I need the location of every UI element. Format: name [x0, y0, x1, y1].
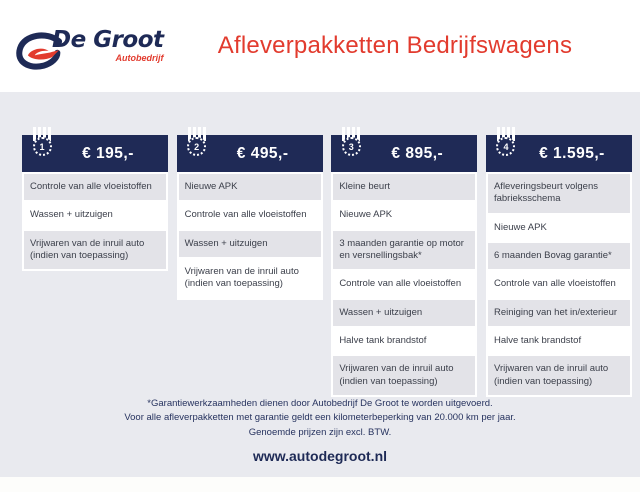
medal-icon: 2 [186, 127, 208, 169]
brand-text: De Groot Autobedrijf [52, 29, 164, 63]
package-item: Kleine beurt [333, 174, 476, 201]
package-item: Controle van alle vloeistoffen [487, 271, 630, 298]
package-item: Vrijwaren van de inruil auto (indien van… [24, 230, 166, 270]
package-item: Vrijwaren van de inruil auto (indien van… [178, 259, 321, 298]
package-item: Halve tank brandstof [333, 328, 476, 355]
website-link[interactable]: www.autodegroot.nl [252, 447, 388, 464]
package-price: € 895,- [391, 144, 444, 162]
footnote-line: *Garantiewerkzaamheden dienen door Autob… [147, 398, 493, 410]
package-item: Nieuwe APK [333, 202, 476, 229]
package-column: 2 € 495,- Nieuwe APK Controle van alle vl… [176, 127, 323, 397]
package-header: 3 € 895,- [331, 127, 478, 172]
footnote-line: Genoemde prijzen zijn excl. BTW. [248, 426, 392, 438]
package-items: Nieuwe APK Controle van alle vloeistoffen… [176, 172, 323, 300]
package-item: Vrijwaren van de inruil auto (indien van… [333, 356, 476, 396]
package-price: € 1.595,- [539, 144, 605, 162]
package-item: Halve tank brandstof [487, 328, 630, 355]
medal-ribbon-icon [342, 127, 361, 143]
package-item: Controle van alle vloeistoffen [178, 202, 321, 229]
package-items: Kleine beurt Nieuwe APK 3 maanden garantie… [331, 172, 478, 398]
package-price: € 495,- [236, 144, 289, 162]
medal-icon: 1 [31, 127, 53, 169]
flyer-page: De Groot Autobedrijf Afleverpakketten Be… [0, 0, 640, 477]
top-header: De Groot Autobedrijf Afleverpakketten Be… [0, 0, 640, 92]
package-item: Nieuwe APK [487, 214, 630, 242]
package-rank: 4 [496, 137, 516, 156]
package-item: Wassen + uitzuigen [333, 299, 476, 327]
package-item: Controle van alle vloeistoffen [333, 271, 476, 298]
medal-ribbon-icon [187, 127, 206, 143]
package-rank: 2 [187, 137, 207, 156]
brand-logo: De Groot Autobedrijf [14, 19, 174, 73]
package-header: 4 € 1.595,- [485, 127, 632, 172]
package-column: 1 € 195,- Controle van alle vloeistoffen… [22, 127, 168, 397]
medal-icon: 4 [495, 127, 517, 169]
content-area: 1 € 195,- Controle van alle vloeistoffen… [0, 92, 640, 477]
page-title: Afleverpakketten Bedrijfswagens [217, 32, 573, 59]
package-header: 1 € 195,- [22, 127, 168, 172]
medal-ribbon-icon [496, 127, 515, 143]
package-item: Afleveringsbeurt volgens fabrieksschema [487, 174, 630, 213]
package-column: 4 € 1.595,- Afleveringsbeurt volgens fab… [485, 127, 632, 398]
package-header: 2 € 495,- [176, 127, 323, 172]
brand-name: De Groot [52, 27, 164, 53]
medal-ribbon-icon [33, 127, 51, 143]
package-column: 3 € 895,- Kleine beurt Nieuwe APK 3 maande… [331, 127, 478, 398]
package-rank: 1 [32, 137, 52, 156]
packages-row: 1 € 195,- Controle van alle vloeistoffen… [0, 92, 640, 398]
footnotes: *Garantiewerkzaamheden dienen door Autob… [0, 397, 640, 448]
package-item: Wassen + uitzuigen [24, 202, 166, 229]
bottom-strip [0, 476, 640, 492]
package-item: Vrijwaren van de inruil auto (indien van… [487, 356, 630, 396]
brand-swoosh-icon [16, 32, 63, 70]
package-item: Controle van alle vloeistoffen [24, 174, 166, 201]
package-item: Reiniging van het in/exterieur [487, 299, 630, 327]
medal-icon: 3 [340, 127, 362, 169]
package-item: Wassen + uitzuigen [178, 230, 321, 258]
package-item: Nieuwe APK [178, 174, 321, 201]
package-items: Controle van alle vloeistoffen Wassen + u… [22, 172, 168, 272]
brand-subtitle: Autobedrijf [115, 53, 164, 63]
package-price: € 195,- [82, 144, 134, 162]
package-item: 6 maanden Bovag garantie* [487, 243, 630, 270]
package-rank: 3 [341, 137, 361, 156]
package-items: Afleveringsbeurt volgens fabrieksschema N… [485, 172, 632, 398]
footnote-line: Voor alle afleverpakketten met garantie … [124, 412, 516, 424]
package-item: 3 maanden garantie op motor en versnelli… [333, 230, 476, 270]
